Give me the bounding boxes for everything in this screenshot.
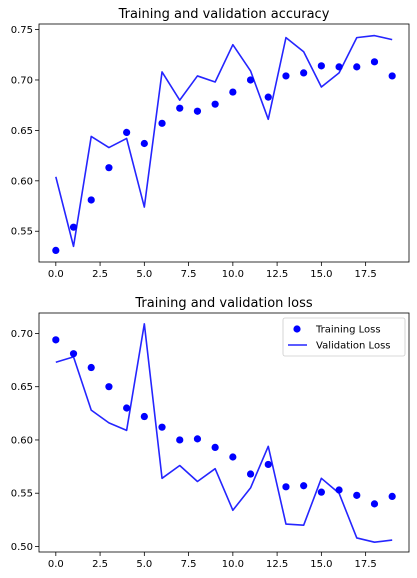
training-point	[105, 164, 113, 172]
x-tick-label: 10.0	[222, 559, 244, 570]
y-tick-label: 0.55	[11, 227, 33, 238]
legend-label-training: Training Loss	[315, 325, 381, 336]
y-tick-label: 0.65	[11, 126, 33, 137]
x-tick-label: 0.0	[48, 559, 64, 570]
training-point	[282, 483, 290, 491]
training-point	[370, 500, 379, 508]
x-tick-label: 0.0	[48, 269, 64, 280]
validation-line	[55, 323, 393, 544]
training-point	[140, 139, 148, 148]
x-tick-label: 15.0	[310, 269, 332, 280]
training-point	[282, 72, 290, 80]
training-point	[105, 383, 113, 391]
training-point	[52, 246, 60, 255]
training-point	[353, 63, 361, 71]
training-point	[158, 423, 166, 431]
x-tick-label: 17.5	[354, 559, 376, 570]
plot-frame	[38, 312, 410, 553]
y-tick-label: 0.60	[11, 176, 33, 187]
training-point	[335, 63, 343, 71]
training-point	[193, 435, 202, 443]
training-point	[87, 196, 95, 204]
training-point	[69, 350, 78, 358]
plot-frame	[38, 23, 410, 263]
validation-line	[55, 34, 393, 248]
y-tick-label: 0.70	[11, 75, 33, 86]
training-point	[353, 491, 361, 499]
training-point	[193, 107, 202, 115]
training-point	[388, 492, 396, 501]
training-point	[246, 470, 255, 478]
training-point	[52, 336, 60, 344]
training-point	[388, 72, 396, 80]
x-tick-label: 2.5	[92, 269, 108, 280]
x-tick-label: 2.5	[92, 559, 108, 570]
legend-box	[282, 317, 406, 357]
training-point	[300, 69, 308, 77]
y-tick-label: 0.60	[11, 435, 33, 446]
legend-label-validation: Validation Loss	[316, 341, 391, 352]
x-tick-label: 5.0	[136, 559, 152, 570]
training-point	[176, 436, 184, 444]
training-point	[87, 363, 95, 372]
training-point	[335, 486, 343, 494]
training-point	[370, 58, 379, 66]
legend: Training Loss Validation Loss	[282, 317, 406, 357]
training-point	[123, 128, 131, 137]
y-tick-label: 0.70	[11, 329, 33, 340]
x-tick-label: 5.0	[136, 269, 152, 280]
x-tick-label: 12.5	[266, 559, 288, 570]
training-point	[211, 443, 219, 452]
chart-title: Training and validation loss	[134, 296, 312, 311]
chart-2: Training and validation loss 0.0 2.5 5.0 7.5…	[11, 296, 410, 570]
y-tick-label: 0.65	[11, 382, 33, 393]
training-point	[300, 482, 308, 490]
training-point	[140, 412, 148, 421]
legend-marker-training	[293, 325, 301, 333]
x-tick-label: 12.5	[266, 269, 288, 280]
training-point	[246, 76, 255, 84]
chart-title: Training and validation accuracy	[118, 7, 330, 22]
training-point	[317, 62, 325, 70]
x-tick-label: 15.0	[310, 559, 332, 570]
training-point	[229, 88, 237, 96]
training-point	[211, 100, 219, 108]
training-point	[158, 119, 166, 127]
x-tick-label: 7.5	[181, 559, 197, 570]
x-tick-label: 7.5	[181, 269, 197, 280]
x-tick-label: 10.0	[222, 269, 244, 280]
training-point	[69, 223, 78, 231]
y-tick-label: 0.75	[11, 25, 33, 36]
chart-1: Training and validation accuracy 0.0 2.5 5.…	[11, 7, 410, 280]
training-point	[123, 404, 131, 412]
training-point	[264, 460, 272, 469]
training-point	[264, 93, 272, 101]
x-tick-label: 17.5	[354, 269, 376, 280]
y-tick-label: 0.50	[11, 542, 33, 553]
y-tick-label: 0.55	[11, 489, 33, 500]
training-point	[176, 104, 184, 112]
training-point	[229, 453, 237, 461]
training-point	[317, 488, 325, 496]
